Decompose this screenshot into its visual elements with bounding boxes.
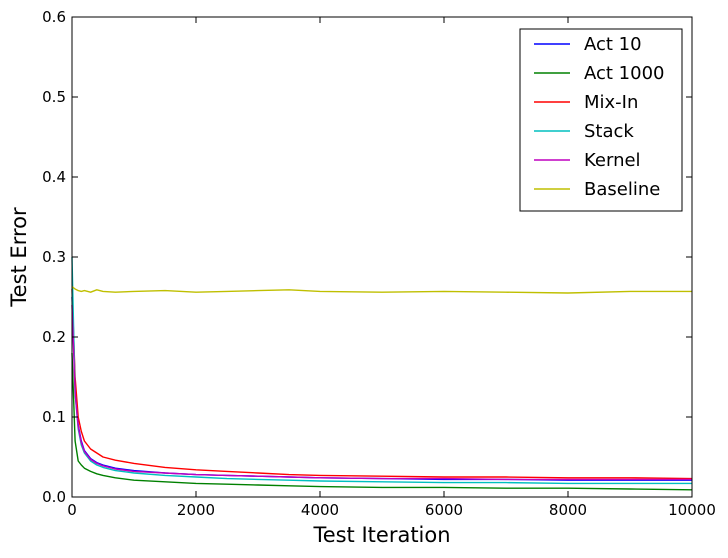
- plot-lines: [71, 256, 693, 491]
- legend-box: [519, 28, 683, 212]
- series-line-mix-in: [71, 288, 693, 480]
- y-tick-label: 0.3: [42, 248, 66, 266]
- series-line-baseline: [71, 286, 692, 294]
- y-tick-label: 0.2: [42, 328, 66, 346]
- axis-ticks: 0 2000 4000 6000 8000 10000 0.0 0.1 0.2 0.3 0.4 0.5…: [42, 8, 716, 519]
- x-tick-label: 6000: [425, 501, 463, 519]
- series-line-kernel: [71, 304, 692, 481]
- legend: Act 10 Act 1000 Mix-In Stack Kernel Baseline: [519, 28, 683, 212]
- y-tick-label: 0.4: [42, 168, 66, 186]
- legend-label: Kernel: [584, 150, 641, 171]
- y-axis-title: Test Error: [7, 207, 31, 308]
- x-axis-title: Test Iteration: [312, 523, 450, 547]
- y-tick-label: 0.0: [42, 488, 66, 506]
- x-tick-label: 8000: [549, 501, 587, 519]
- x-tick-label: 4000: [301, 501, 339, 519]
- y-tick-label: 0.6: [42, 8, 66, 26]
- x-tick-label: 10000: [668, 501, 716, 519]
- y-tick-label: 0.1: [42, 408, 66, 426]
- legend-label: Stack: [584, 121, 634, 142]
- legend-label: Baseline: [584, 179, 660, 200]
- y-tick-label: 0.5: [42, 88, 66, 106]
- series-line-act-10: [71, 296, 692, 481]
- x-tick-label: 0: [67, 501, 77, 519]
- x-tick-label: 2000: [177, 501, 215, 519]
- legend-label: Act 10: [584, 34, 642, 55]
- legend-label: Act 1000: [584, 63, 664, 84]
- series-line-act-1000: [71, 352, 693, 491]
- legend-label: Mix-In: [584, 92, 638, 113]
